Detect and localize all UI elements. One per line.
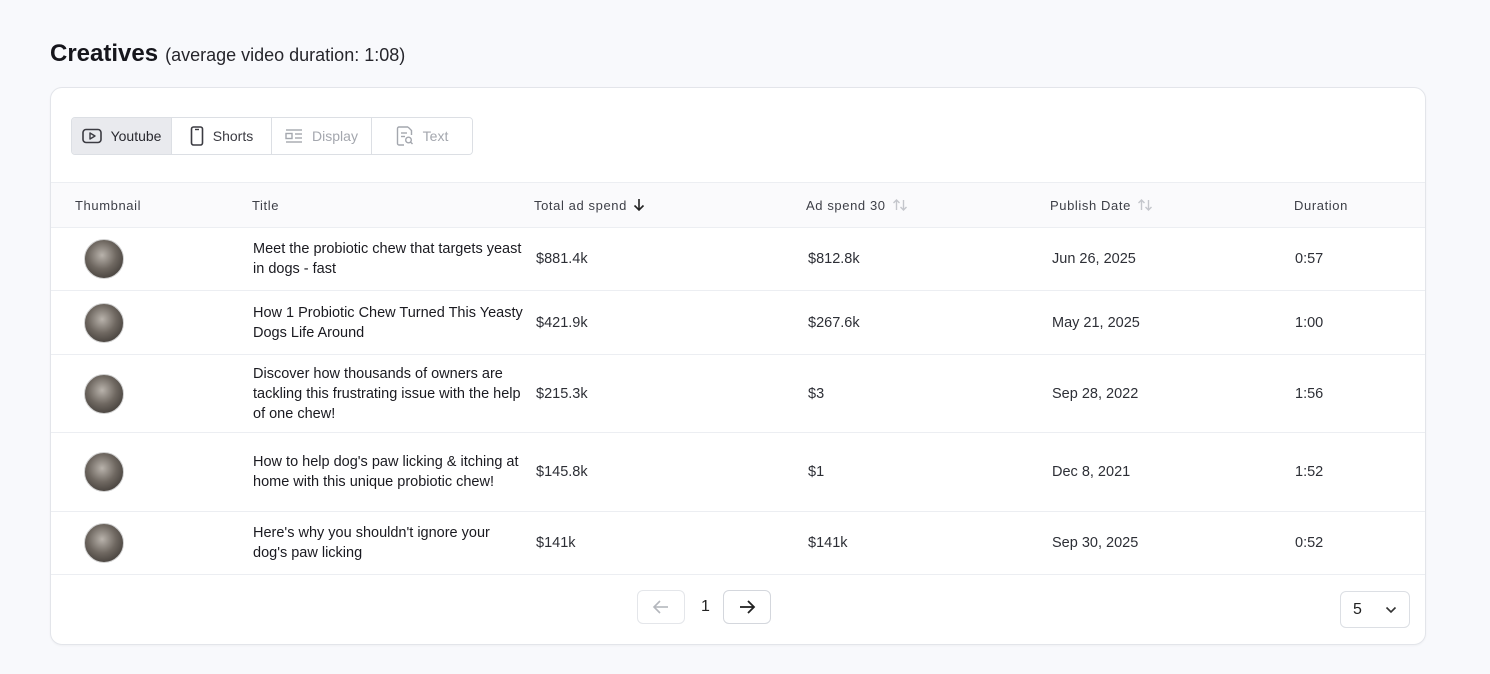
sort-desc-icon[interactable] — [633, 198, 645, 212]
tab-label: Shorts — [212, 128, 254, 144]
column-label: Duration — [1294, 197, 1348, 213]
section-heading: Creatives (average video duration: 1:08) — [50, 40, 405, 68]
title-cell: How to help dog's paw licking & itching … — [253, 454, 519, 490]
arrow-right-icon — [740, 600, 756, 614]
table-row[interactable]: Here's why you shouldn't ignore your dog… — [51, 512, 1425, 575]
publish-date-cell: Sep 28, 2022 — [1052, 385, 1139, 402]
display-icon — [285, 129, 303, 143]
duration-cell: 1:52 — [1295, 464, 1324, 480]
ad-spend-30-cell: $1 — [808, 464, 825, 480]
total-ad-spend-cell: $421.9k — [536, 314, 588, 331]
ad-spend-30-cell: $141k — [808, 535, 848, 551]
tab-shorts[interactable]: Shorts — [172, 118, 272, 154]
total-ad-spend-cell: $215.3k — [536, 385, 588, 402]
creative-type-tabs: Youtube Shorts Display Text — [71, 117, 473, 155]
total-ad-spend-cell: $881.4k — [536, 251, 588, 267]
column-label: Total ad spend — [534, 197, 627, 213]
section-subtitle: (average video duration: 1:08) — [165, 45, 406, 65]
video-thumbnail[interactable] — [84, 523, 124, 563]
thumbnail-cell — [84, 433, 124, 511]
publish-date-cell: May 21, 2025 — [1052, 314, 1140, 331]
creatives-card: Youtube Shorts Display Text Thumbnail Ti… — [50, 87, 1426, 645]
mobile-icon — [190, 126, 204, 146]
video-thumbnail[interactable] — [84, 239, 124, 279]
column-header-ad-spend-30[interactable]: Ad spend 30 — [806, 183, 908, 227]
publish-date-cell: Dec 8, 2021 — [1052, 464, 1131, 480]
text-search-icon — [396, 126, 413, 146]
column-header-thumbnail: Thumbnail — [75, 183, 141, 227]
video-thumbnail[interactable] — [84, 302, 124, 343]
column-label: Publish Date — [1050, 197, 1131, 213]
title-cell: How 1 Probiotic Chew Turned This Yeasty … — [253, 304, 523, 341]
thumbnail-cell — [84, 228, 124, 290]
table-header: Thumbnail Title Total ad spend Ad spend … — [51, 182, 1425, 228]
section-title: Creatives — [50, 40, 159, 67]
thumbnail-cell — [84, 355, 124, 432]
tab-label: Display — [312, 128, 358, 144]
column-label: Ad spend 30 — [806, 197, 886, 213]
title-cell: Here's why you shouldn't ignore your dog… — [253, 525, 490, 561]
column-header-duration: Duration — [1294, 183, 1348, 227]
publish-date-cell: Sep 30, 2025 — [1052, 535, 1139, 551]
publish-date-cell: Jun 26, 2025 — [1052, 251, 1136, 267]
title-cell: Meet the probiotic chew that targets yea… — [253, 241, 522, 277]
page-size-select[interactable]: 5 — [1340, 591, 1410, 628]
tab-label: Youtube — [110, 128, 162, 144]
column-header-publish-date[interactable]: Publish Date — [1050, 183, 1153, 227]
table-row[interactable]: How to help dog's paw licking & itching … — [51, 433, 1425, 512]
previous-page-button[interactable] — [637, 590, 685, 624]
tab-label: Text — [422, 128, 449, 144]
table-row[interactable]: How 1 Probiotic Chew Turned This Yeasty … — [51, 291, 1425, 355]
ad-spend-30-cell: $3 — [808, 385, 825, 402]
arrow-left-icon — [652, 600, 668, 614]
duration-cell: 1:56 — [1295, 385, 1324, 402]
tab-text[interactable]: Text — [372, 118, 472, 154]
table-row[interactable]: Discover how thousands of owners are tac… — [51, 355, 1425, 433]
column-header-total-ad-spend[interactable]: Total ad spend — [534, 183, 645, 227]
column-label: Title — [252, 197, 280, 213]
tab-display[interactable]: Display — [272, 118, 372, 154]
column-header-title: Title — [252, 183, 279, 227]
column-label: Thumbnail — [75, 197, 142, 213]
total-ad-spend-cell: $145.8k — [536, 464, 588, 480]
title-cell: Discover how thousands of owners are tac… — [253, 365, 521, 422]
creatives-table: Thumbnail Title Total ad spend Ad spend … — [51, 182, 1425, 575]
sort-icon[interactable] — [892, 198, 908, 212]
youtube-icon — [81, 128, 102, 144]
duration-cell: 0:57 — [1295, 251, 1324, 267]
table-row[interactable]: Meet the probiotic chew that targets yea… — [51, 228, 1425, 291]
page-size-value: 5 — [1353, 600, 1362, 618]
ad-spend-30-cell: $812.8k — [808, 251, 860, 267]
duration-cell: 1:00 — [1295, 314, 1324, 331]
ad-spend-30-cell: $267.6k — [808, 314, 860, 331]
tab-youtube[interactable]: Youtube — [72, 118, 172, 154]
thumbnail-cell — [84, 291, 124, 354]
duration-cell: 0:52 — [1295, 535, 1324, 551]
video-thumbnail[interactable] — [84, 373, 124, 414]
thumbnail-cell — [84, 512, 124, 574]
next-page-button[interactable] — [723, 590, 771, 624]
pagination: 1 — [637, 590, 771, 624]
current-page-number: 1 — [701, 598, 710, 615]
chevron-down-icon — [1385, 606, 1397, 613]
total-ad-spend-cell: $141k — [536, 535, 576, 551]
sort-icon[interactable] — [1137, 198, 1153, 212]
video-thumbnail[interactable] — [84, 452, 124, 492]
